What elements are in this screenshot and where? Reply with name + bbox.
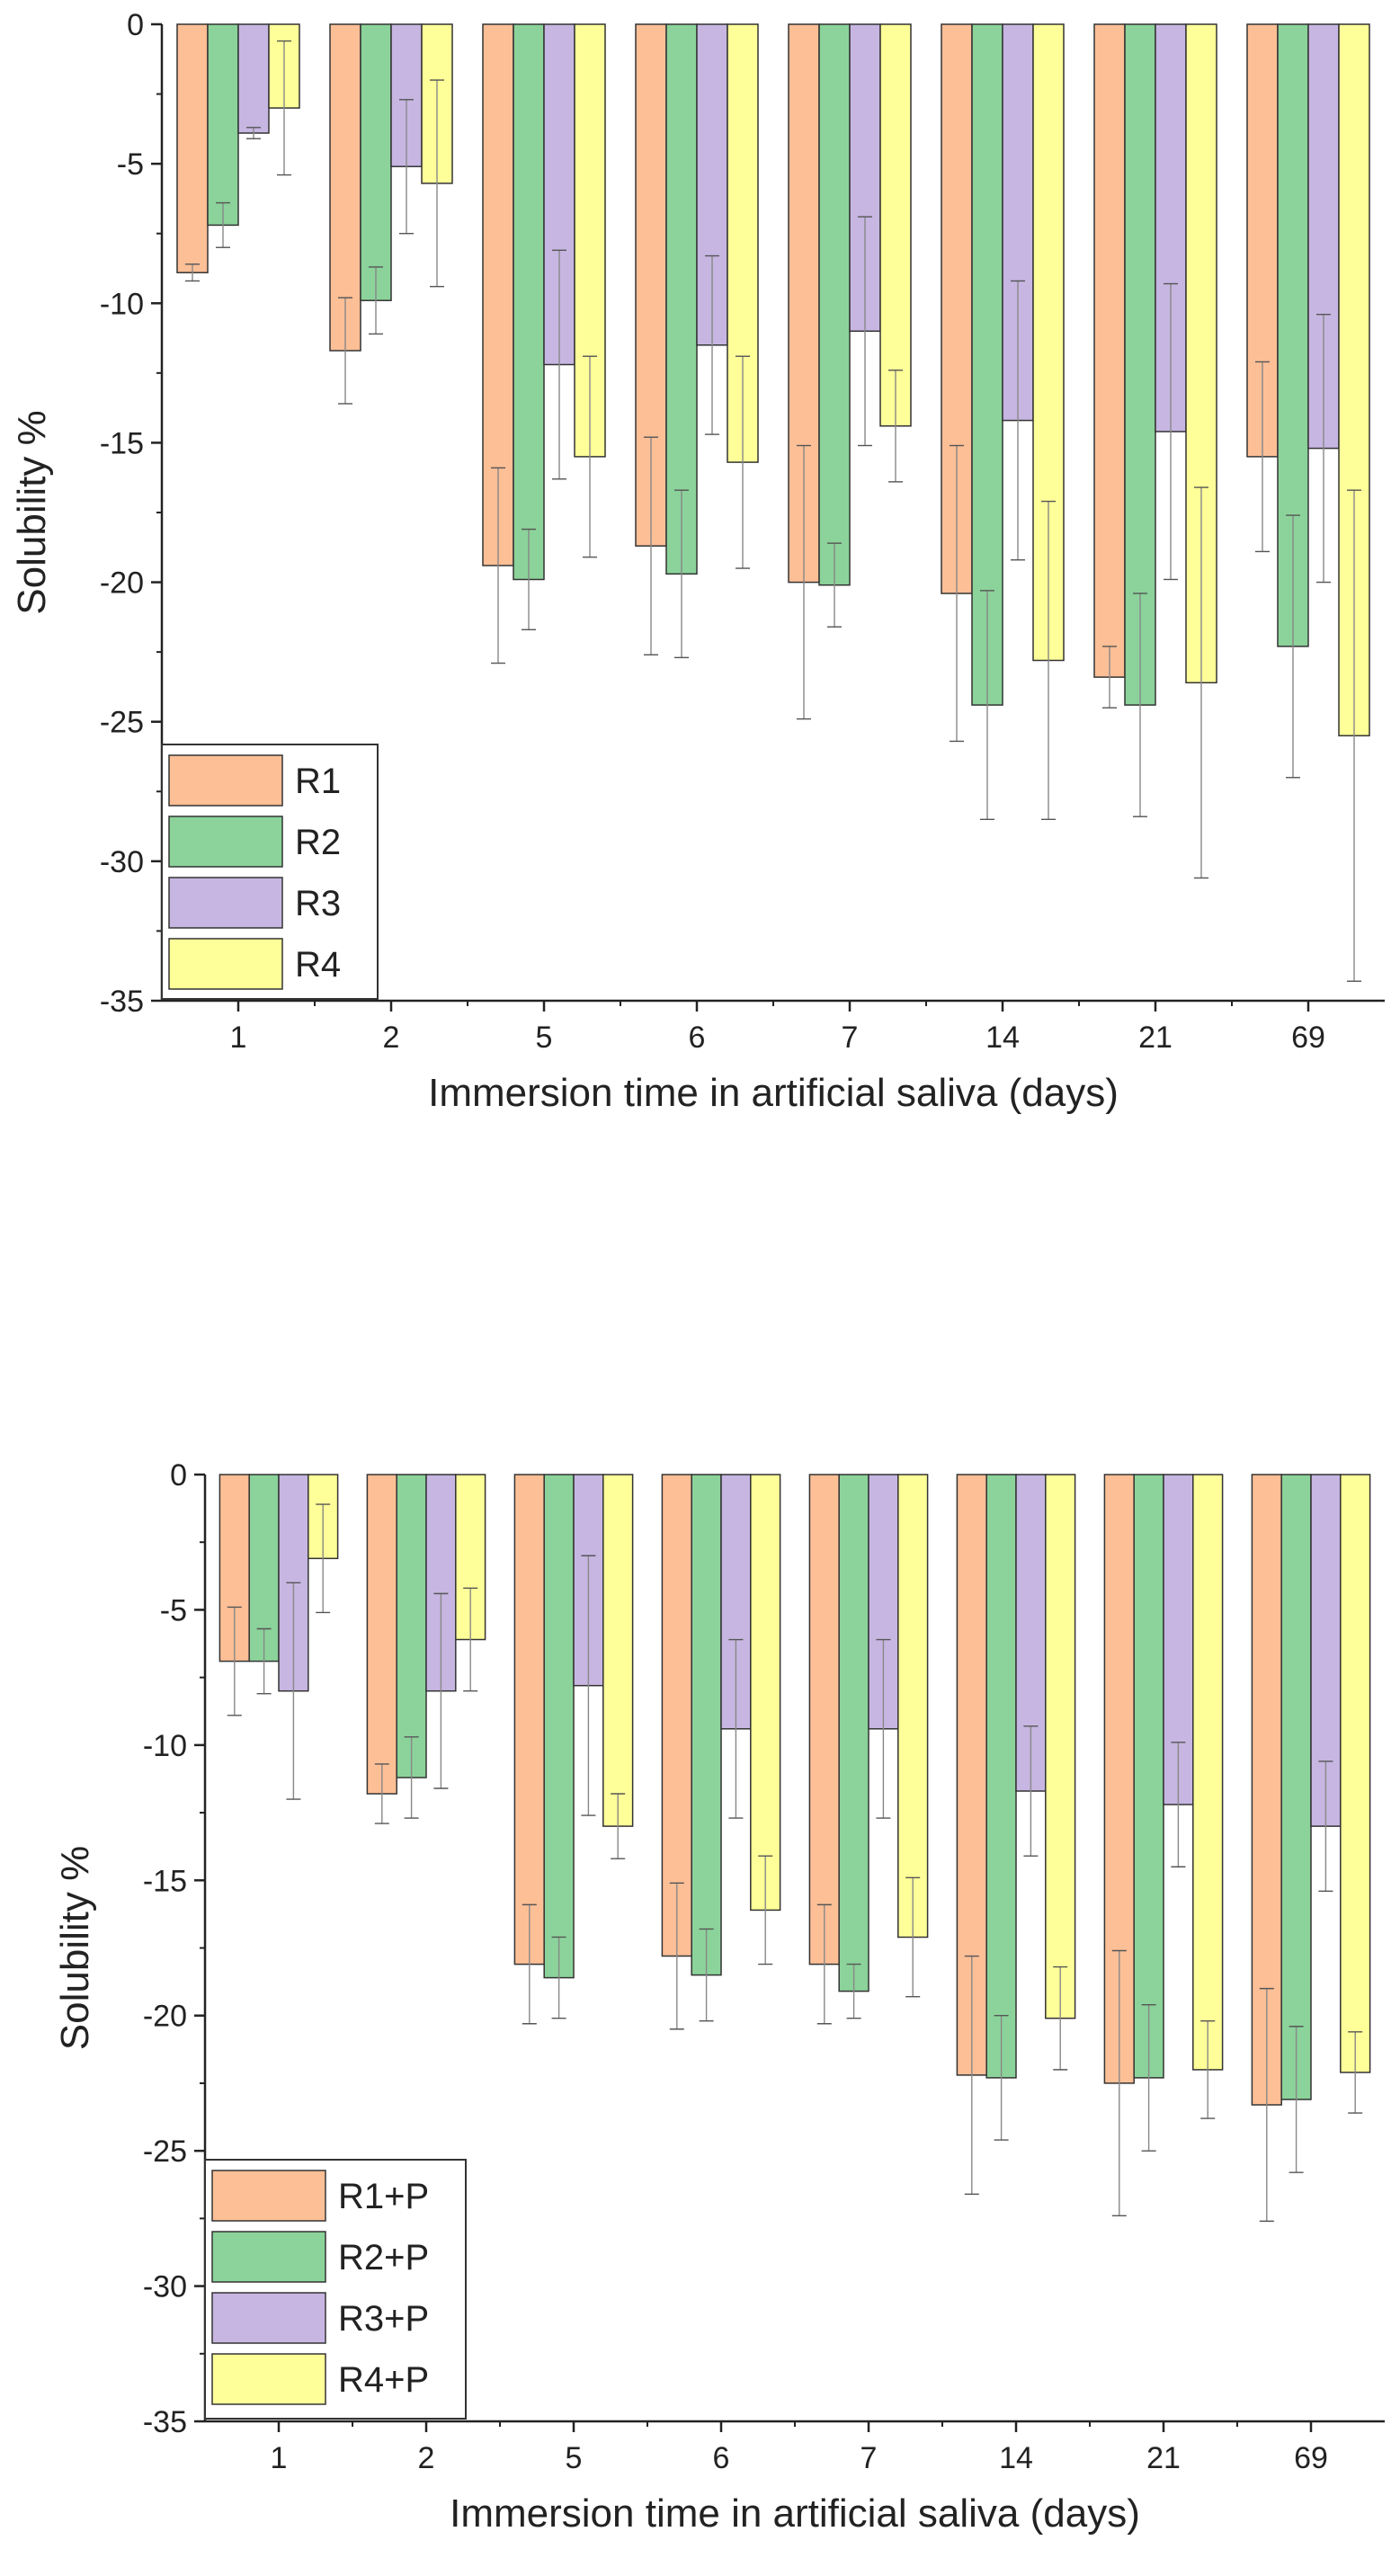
bar-r2-day-21 (1124, 23, 1156, 706)
y-tick-label: -25 (143, 2135, 187, 2169)
bar-r2-plus-p-day-2 (396, 1474, 427, 1778)
bar-r2-plus-p-day-6 (691, 1474, 722, 1976)
legend-swatch-r1 (168, 754, 283, 807)
bar-r4-plus-p-day-7 (897, 1474, 929, 1939)
x-tick-label: 21 (1138, 1021, 1173, 1055)
legend-swatch-r4-plusp (211, 2353, 326, 2405)
bar-r2-day-5 (513, 23, 545, 581)
x-tick-label: 7 (842, 1021, 859, 1055)
bar-r1-plus-p-day-5 (513, 1474, 545, 1965)
x-tick-label: 5 (536, 1021, 553, 1055)
bar-r4-plus-p-day-21 (1192, 1474, 1224, 2071)
x-axis-title: Immersion time in artificial saliva (day… (428, 1071, 1119, 1115)
bar-r2-day-2 (360, 23, 392, 301)
y-tick-label: -25 (100, 706, 144, 740)
legend-label: R1+P (338, 2177, 429, 2216)
x-tick-label: 6 (713, 2441, 730, 2475)
legend-swatch-r1-plusp (211, 2170, 326, 2222)
y-tick-label: 0 (127, 8, 144, 42)
bar-r2-plus-p-day-7 (838, 1474, 869, 1992)
legend-label: R2 (295, 823, 341, 862)
bar-r2-day-6 (665, 23, 698, 575)
legend-label: R2+P (338, 2238, 429, 2277)
x-tick-label: 14 (999, 2441, 1033, 2475)
y-tick-label: -30 (100, 845, 144, 879)
x-axis-title: Immersion time in artificial saliva (day… (450, 2491, 1140, 2536)
legend-swatch-r3-plusp (211, 2292, 326, 2344)
legend-label: R3+P (338, 2299, 429, 2339)
legend-swatch-r3 (168, 877, 283, 929)
x-tick-label: 7 (861, 2441, 878, 2475)
chart-bottom: 0 -5 -10 -15 -20 -25 -30 -35 1 2 5 6 7 14 21 69 Immersio… (53, 1458, 1385, 2536)
bar-r2-plus-p-day-69 (1280, 1474, 1312, 2100)
y-axis-title: Solubility % (10, 410, 54, 614)
legend-label: R3 (295, 884, 341, 923)
bar-r2-day-7 (818, 23, 851, 586)
legend-label: R1 (295, 762, 341, 801)
y-axis-title: Solubility % (53, 1846, 97, 2050)
bar-r4-plus-p-day-69 (1340, 1474, 1371, 2073)
bar-r1-day-1 (176, 23, 209, 273)
x-tick-label: 1 (271, 2441, 288, 2475)
x-tick-label: 6 (689, 1021, 706, 1055)
x-tick-label: 2 (383, 1021, 400, 1055)
x-tick-label: 21 (1146, 2441, 1181, 2475)
legend-swatch-r2-plusp (211, 2231, 326, 2283)
y-tick-label: -35 (100, 985, 144, 1019)
bar-r1-plus-p-day-7 (808, 1474, 840, 1965)
y-tick-label: -15 (100, 426, 144, 460)
x-tick-label: 69 (1294, 2441, 1328, 2475)
legend-label: R4 (295, 945, 341, 985)
bar-r4-day-6 (727, 23, 759, 463)
bar-r1-day-21 (1093, 23, 1126, 678)
x-tick-label: 69 (1291, 1021, 1325, 1055)
bar-r2-plus-p-day-14 (985, 1474, 1017, 2079)
y-tick-label: -5 (160, 1593, 187, 1627)
y-tick-label: -20 (143, 2000, 187, 2034)
x-tick-label: 2 (418, 2441, 435, 2475)
y-tick-label: -15 (143, 1864, 187, 1898)
bar-r4-day-7 (879, 23, 912, 427)
bar-r4-plus-p-day-14 (1045, 1474, 1076, 2019)
y-tick-label: -5 (117, 147, 144, 182)
bar-r4-plus-p-day-5 (602, 1474, 634, 1827)
y-tick-label: -10 (143, 1729, 187, 1763)
legend-swatch-r2 (168, 816, 283, 868)
chart-top: 0 -5 -10 -15 -20 -25 -30 -35 1 2 5 6 7 14 21 69 Immersio… (10, 8, 1385, 1115)
bar-r4-plus-p-day-6 (750, 1474, 781, 1912)
bar-r1-day-2 (329, 23, 361, 352)
bar-r3-day-1 (237, 23, 270, 134)
bar-r1-plus-p-day-2 (366, 1474, 397, 1795)
legend-swatch-r4 (168, 938, 283, 990)
y-tick-label: -20 (100, 566, 144, 601)
bar-r2-plus-p-day-5 (543, 1474, 575, 1979)
bar-r2-plus-p-day-21 (1133, 1474, 1164, 2079)
y-tick-label: 0 (170, 1458, 187, 1493)
x-tick-label: 14 (985, 1021, 1020, 1055)
y-tick-label: -30 (143, 2270, 187, 2304)
x-tick-label: 1 (230, 1021, 247, 1055)
y-tick-label: -35 (143, 2405, 187, 2439)
x-tick-label: 5 (566, 2441, 583, 2475)
bar-r2-day-1 (207, 23, 239, 227)
y-tick-label: -10 (100, 287, 144, 321)
legend-label: R4+P (338, 2360, 429, 2400)
